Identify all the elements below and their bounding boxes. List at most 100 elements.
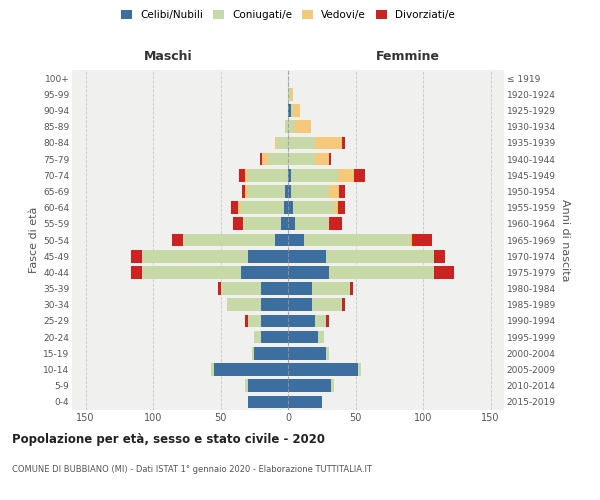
Bar — [248, 250, 288, 262]
Bar — [277, 136, 288, 149]
Legend: Celibi/Nubili, Coniugati/e, Vedovi/e, Divorziati/e: Celibi/Nubili, Coniugati/e, Vedovi/e, Di… — [121, 10, 455, 20]
Bar — [172, 234, 182, 246]
Bar — [288, 136, 315, 149]
Bar — [248, 314, 261, 328]
Bar — [342, 298, 344, 311]
Bar — [288, 250, 326, 262]
Bar — [329, 266, 434, 278]
Bar — [288, 282, 313, 295]
Bar — [286, 185, 288, 198]
Bar — [254, 347, 288, 360]
Bar — [288, 185, 290, 198]
Bar — [251, 347, 254, 360]
Bar — [350, 282, 353, 295]
Bar — [248, 169, 288, 181]
Bar — [315, 314, 326, 328]
Bar — [288, 347, 326, 360]
Bar — [338, 202, 344, 214]
Bar — [288, 202, 293, 214]
Bar — [239, 169, 245, 181]
Bar — [313, 298, 342, 311]
Bar — [318, 331, 325, 344]
Bar — [290, 88, 293, 101]
Bar — [329, 185, 340, 198]
Bar — [261, 298, 288, 311]
Bar — [261, 314, 288, 328]
Bar — [211, 363, 214, 376]
Bar — [244, 218, 281, 230]
Bar — [338, 169, 354, 181]
Bar — [290, 104, 293, 117]
Text: Femmine: Femmine — [376, 50, 440, 62]
Bar — [290, 169, 338, 181]
Y-axis label: Fasce di età: Fasce di età — [29, 207, 39, 273]
Bar — [268, 152, 288, 166]
Bar — [261, 282, 288, 295]
Text: Popolazione per età, sesso e stato civile - 2020: Popolazione per età, sesso e stato civil… — [12, 432, 325, 446]
Bar — [284, 202, 288, 214]
Bar — [313, 282, 350, 295]
Bar — [131, 250, 142, 262]
Bar — [182, 234, 275, 246]
Bar — [326, 250, 434, 262]
Bar — [288, 152, 315, 166]
Bar — [434, 250, 445, 262]
Bar — [288, 234, 304, 246]
Bar — [288, 298, 313, 311]
Bar — [288, 380, 331, 392]
Bar — [326, 347, 329, 360]
Bar — [326, 314, 329, 328]
Bar — [260, 152, 262, 166]
Bar — [334, 202, 338, 214]
Bar — [331, 380, 334, 392]
Bar — [288, 120, 295, 133]
Bar — [248, 396, 288, 408]
Bar — [262, 152, 268, 166]
Bar — [281, 218, 288, 230]
Bar — [288, 396, 322, 408]
Bar — [288, 169, 290, 181]
Bar — [241, 202, 284, 214]
Bar — [329, 218, 342, 230]
Bar — [288, 88, 290, 101]
Bar — [288, 266, 329, 278]
Bar — [412, 234, 433, 246]
Bar — [358, 363, 361, 376]
Bar — [131, 266, 142, 278]
Bar — [342, 136, 344, 149]
Bar — [304, 234, 409, 246]
Bar — [295, 120, 311, 133]
Bar — [293, 202, 334, 214]
Bar — [409, 234, 412, 246]
Bar — [241, 266, 288, 278]
Bar — [275, 136, 277, 149]
Bar — [245, 314, 248, 328]
Bar — [221, 282, 261, 295]
Bar — [227, 298, 261, 311]
Bar — [242, 185, 245, 198]
Bar — [286, 120, 288, 133]
Bar — [290, 185, 329, 198]
Bar — [261, 331, 288, 344]
Bar — [233, 218, 244, 230]
Bar — [293, 104, 300, 117]
Bar — [232, 202, 238, 214]
Bar — [288, 218, 295, 230]
Bar — [142, 250, 248, 262]
Bar — [245, 169, 248, 181]
Bar — [295, 218, 329, 230]
Y-axis label: Anni di nascita: Anni di nascita — [560, 198, 570, 281]
Bar — [214, 363, 288, 376]
Bar — [434, 266, 454, 278]
Bar — [238, 202, 241, 214]
Bar — [245, 185, 248, 198]
Bar — [329, 152, 331, 166]
Bar — [315, 136, 342, 149]
Bar — [142, 266, 241, 278]
Bar — [275, 234, 288, 246]
Bar — [288, 363, 358, 376]
Bar — [354, 169, 365, 181]
Bar — [248, 380, 288, 392]
Bar — [288, 104, 290, 117]
Text: Maschi: Maschi — [143, 50, 193, 62]
